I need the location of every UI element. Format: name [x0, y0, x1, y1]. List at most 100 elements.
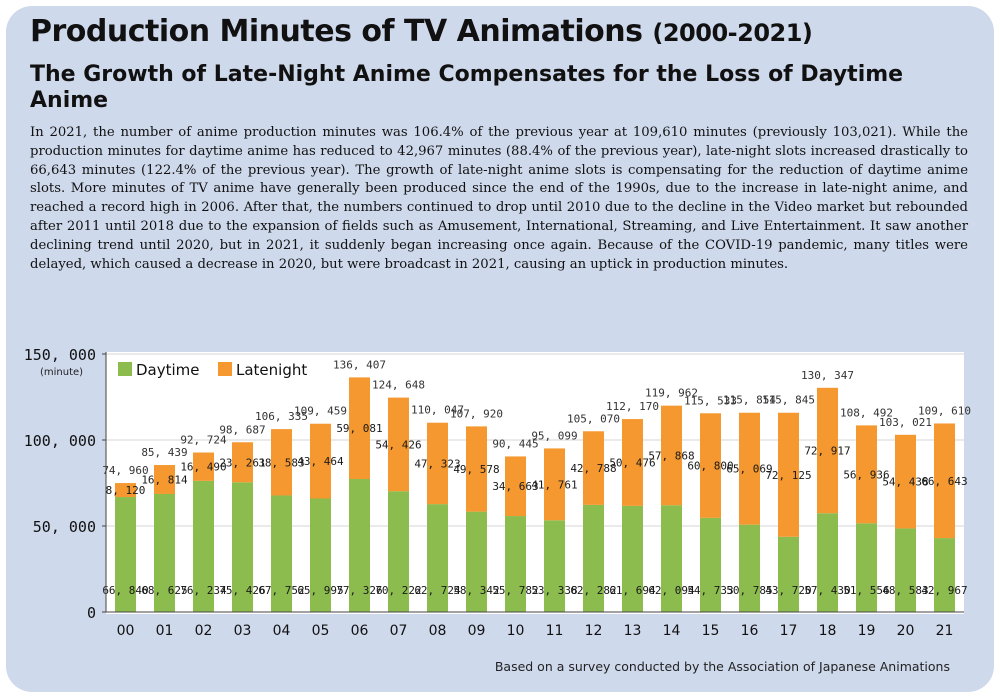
data-label-latenight: 41, 761 [531, 478, 577, 491]
bar-daytime [427, 504, 448, 612]
data-label-latenight: 54, 426 [375, 438, 421, 451]
data-label-daytime: 68, 625 [141, 584, 187, 597]
data-label-total: 110, 047 [411, 404, 464, 417]
legend-label-daytime: Daytime [136, 361, 200, 379]
data-label-total: 74, 960 [102, 464, 148, 477]
page-subtitle: The Growth of Late-Night Anime Compensat… [30, 62, 904, 113]
bar-daytime [505, 516, 526, 612]
data-label-total: 107, 920 [450, 407, 503, 420]
x-tick-label: 02 [195, 623, 213, 639]
legend-swatch-latenight [218, 362, 232, 376]
bar-latenight [388, 397, 409, 492]
bar-latenight [856, 425, 877, 524]
bar-latenight [622, 419, 643, 506]
x-tick-label: 00 [117, 623, 135, 639]
bar-daytime [661, 505, 682, 612]
title-main: Production Minutes of TV Animations [30, 14, 643, 49]
bar-daytime [154, 493, 175, 612]
bar-latenight [661, 405, 682, 506]
x-tick-label: 12 [585, 623, 603, 639]
y-tick-label: 150, 000 [24, 346, 96, 364]
bar-latenight [466, 426, 487, 512]
x-tick-label: 16 [741, 623, 759, 639]
legend-label-latenight: Latenight [236, 361, 307, 379]
x-tick-label: 03 [234, 623, 252, 639]
bar-daytime [895, 528, 916, 612]
bar-latenight [583, 431, 604, 505]
x-tick-label: 04 [273, 623, 291, 639]
x-tick-label: 15 [702, 623, 720, 639]
data-label-latenight: 57, 868 [648, 449, 694, 462]
data-label-daytime: 75, 426 [219, 584, 265, 597]
data-label-total: 115, 854 [723, 394, 776, 407]
bar-latenight [778, 412, 799, 537]
bar-latenight [895, 434, 916, 529]
x-tick-label: 05 [312, 623, 330, 639]
data-label-total: 105, 070 [567, 412, 620, 425]
data-label-latenight: 50, 476 [609, 456, 655, 469]
x-tick-label: 14 [663, 623, 681, 639]
legend-swatch-daytime [118, 362, 132, 376]
data-label-total: 106, 335 [255, 410, 308, 423]
y-axis-label: (minute) [40, 367, 83, 378]
bar-latenight [349, 377, 370, 479]
bar-daytime [739, 524, 760, 612]
y-tick-label: 50, 000 [33, 518, 96, 536]
data-label-total: 109, 459 [294, 405, 347, 418]
x-tick-label: 09 [468, 623, 486, 639]
y-tick-label: 100, 000 [24, 432, 96, 450]
bar-latenight [232, 442, 253, 483]
title-years: (2000-2021) [652, 19, 813, 47]
data-label-total: 115, 845 [762, 394, 815, 407]
bar-latenight [817, 387, 838, 514]
bar-daytime [700, 517, 721, 612]
x-tick-label: 01 [156, 623, 174, 639]
bar-latenight [739, 412, 760, 525]
bar-daytime [271, 495, 292, 612]
data-label-daytime: 55, 782 [492, 584, 538, 597]
bar-latenight [115, 483, 136, 498]
data-label-latenight: 23, 261 [219, 456, 265, 469]
bar-daytime [622, 505, 643, 612]
data-label-latenight: 16, 814 [141, 474, 188, 487]
x-tick-label: 13 [624, 623, 642, 639]
bar-latenight [505, 456, 526, 517]
data-label-daytime: 61, 694 [609, 584, 656, 597]
data-label-latenight: 66, 643 [921, 475, 967, 488]
x-tick-label: 11 [546, 623, 564, 639]
page-title: Production Minutes of TV Animations (200… [30, 14, 813, 49]
bar-latenight [271, 429, 292, 496]
data-label-total: 112, 170 [606, 400, 659, 413]
data-label-latenight: 49, 578 [453, 463, 499, 476]
data-label-latenight: 8, 120 [106, 484, 146, 497]
data-label-daytime: 51, 556 [843, 584, 889, 597]
bar-daytime [544, 520, 565, 612]
y-tick-label: 0 [87, 604, 96, 622]
data-label-total: 90, 445 [492, 437, 538, 450]
data-label-latenight: 42, 788 [570, 462, 616, 475]
data-label-daytime: 66, 840 [102, 584, 148, 597]
data-label-latenight: 16, 490 [180, 461, 226, 474]
bar-daytime [583, 504, 604, 612]
data-label-daytime: 67, 752 [258, 584, 304, 597]
data-label-latenight: 34, 663 [492, 480, 538, 493]
data-label-latenight: 56, 936 [843, 468, 889, 481]
data-label-total: 95, 099 [531, 429, 577, 442]
bar-daytime [388, 491, 409, 612]
bar-latenight [427, 422, 448, 505]
data-label-total: 103, 021 [879, 416, 932, 429]
description-paragraph: In 2021, the number of anime production … [30, 125, 968, 272]
data-label-total: 136, 407 [333, 358, 386, 371]
bar-latenight [310, 423, 331, 499]
data-label-daytime: 50, 785 [726, 584, 772, 597]
data-label-total: 92, 724 [180, 434, 227, 447]
data-label-daytime: 62, 094 [648, 584, 695, 597]
data-label-daytime: 43, 720 [765, 584, 811, 597]
bar-daytime [310, 498, 331, 612]
data-label-latenight: 43, 464 [297, 455, 344, 468]
x-tick-label: 08 [429, 623, 447, 639]
data-label-daytime: 58, 342 [453, 584, 499, 597]
data-label-latenight: 72, 917 [804, 445, 850, 458]
data-label-daytime: 53, 338 [531, 584, 577, 597]
